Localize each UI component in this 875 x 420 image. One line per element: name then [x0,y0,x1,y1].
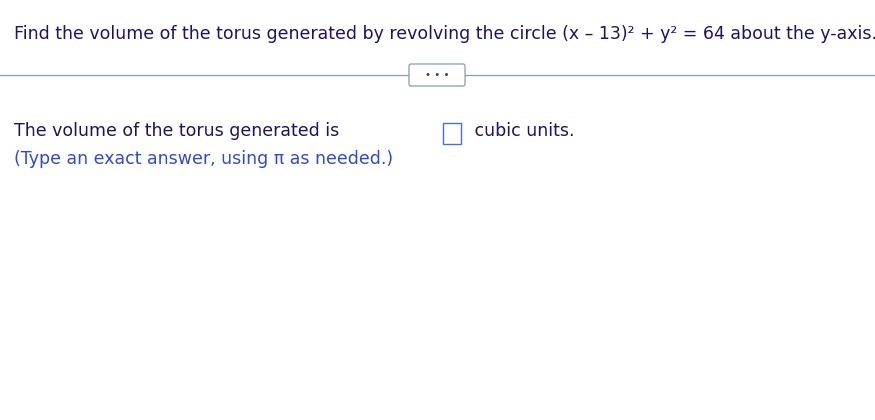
Text: Find the volume of the torus generated by revolving the circle (x – 13)² + y² = : Find the volume of the torus generated b… [14,25,875,43]
Text: (Type an exact answer, using π as needed.): (Type an exact answer, using π as needed… [14,150,393,168]
FancyBboxPatch shape [409,64,465,86]
Text: The volume of the torus generated is: The volume of the torus generated is [14,122,345,140]
Text: • • •: • • • [424,70,449,80]
FancyBboxPatch shape [443,123,461,144]
Text: cubic units.: cubic units. [469,122,575,140]
